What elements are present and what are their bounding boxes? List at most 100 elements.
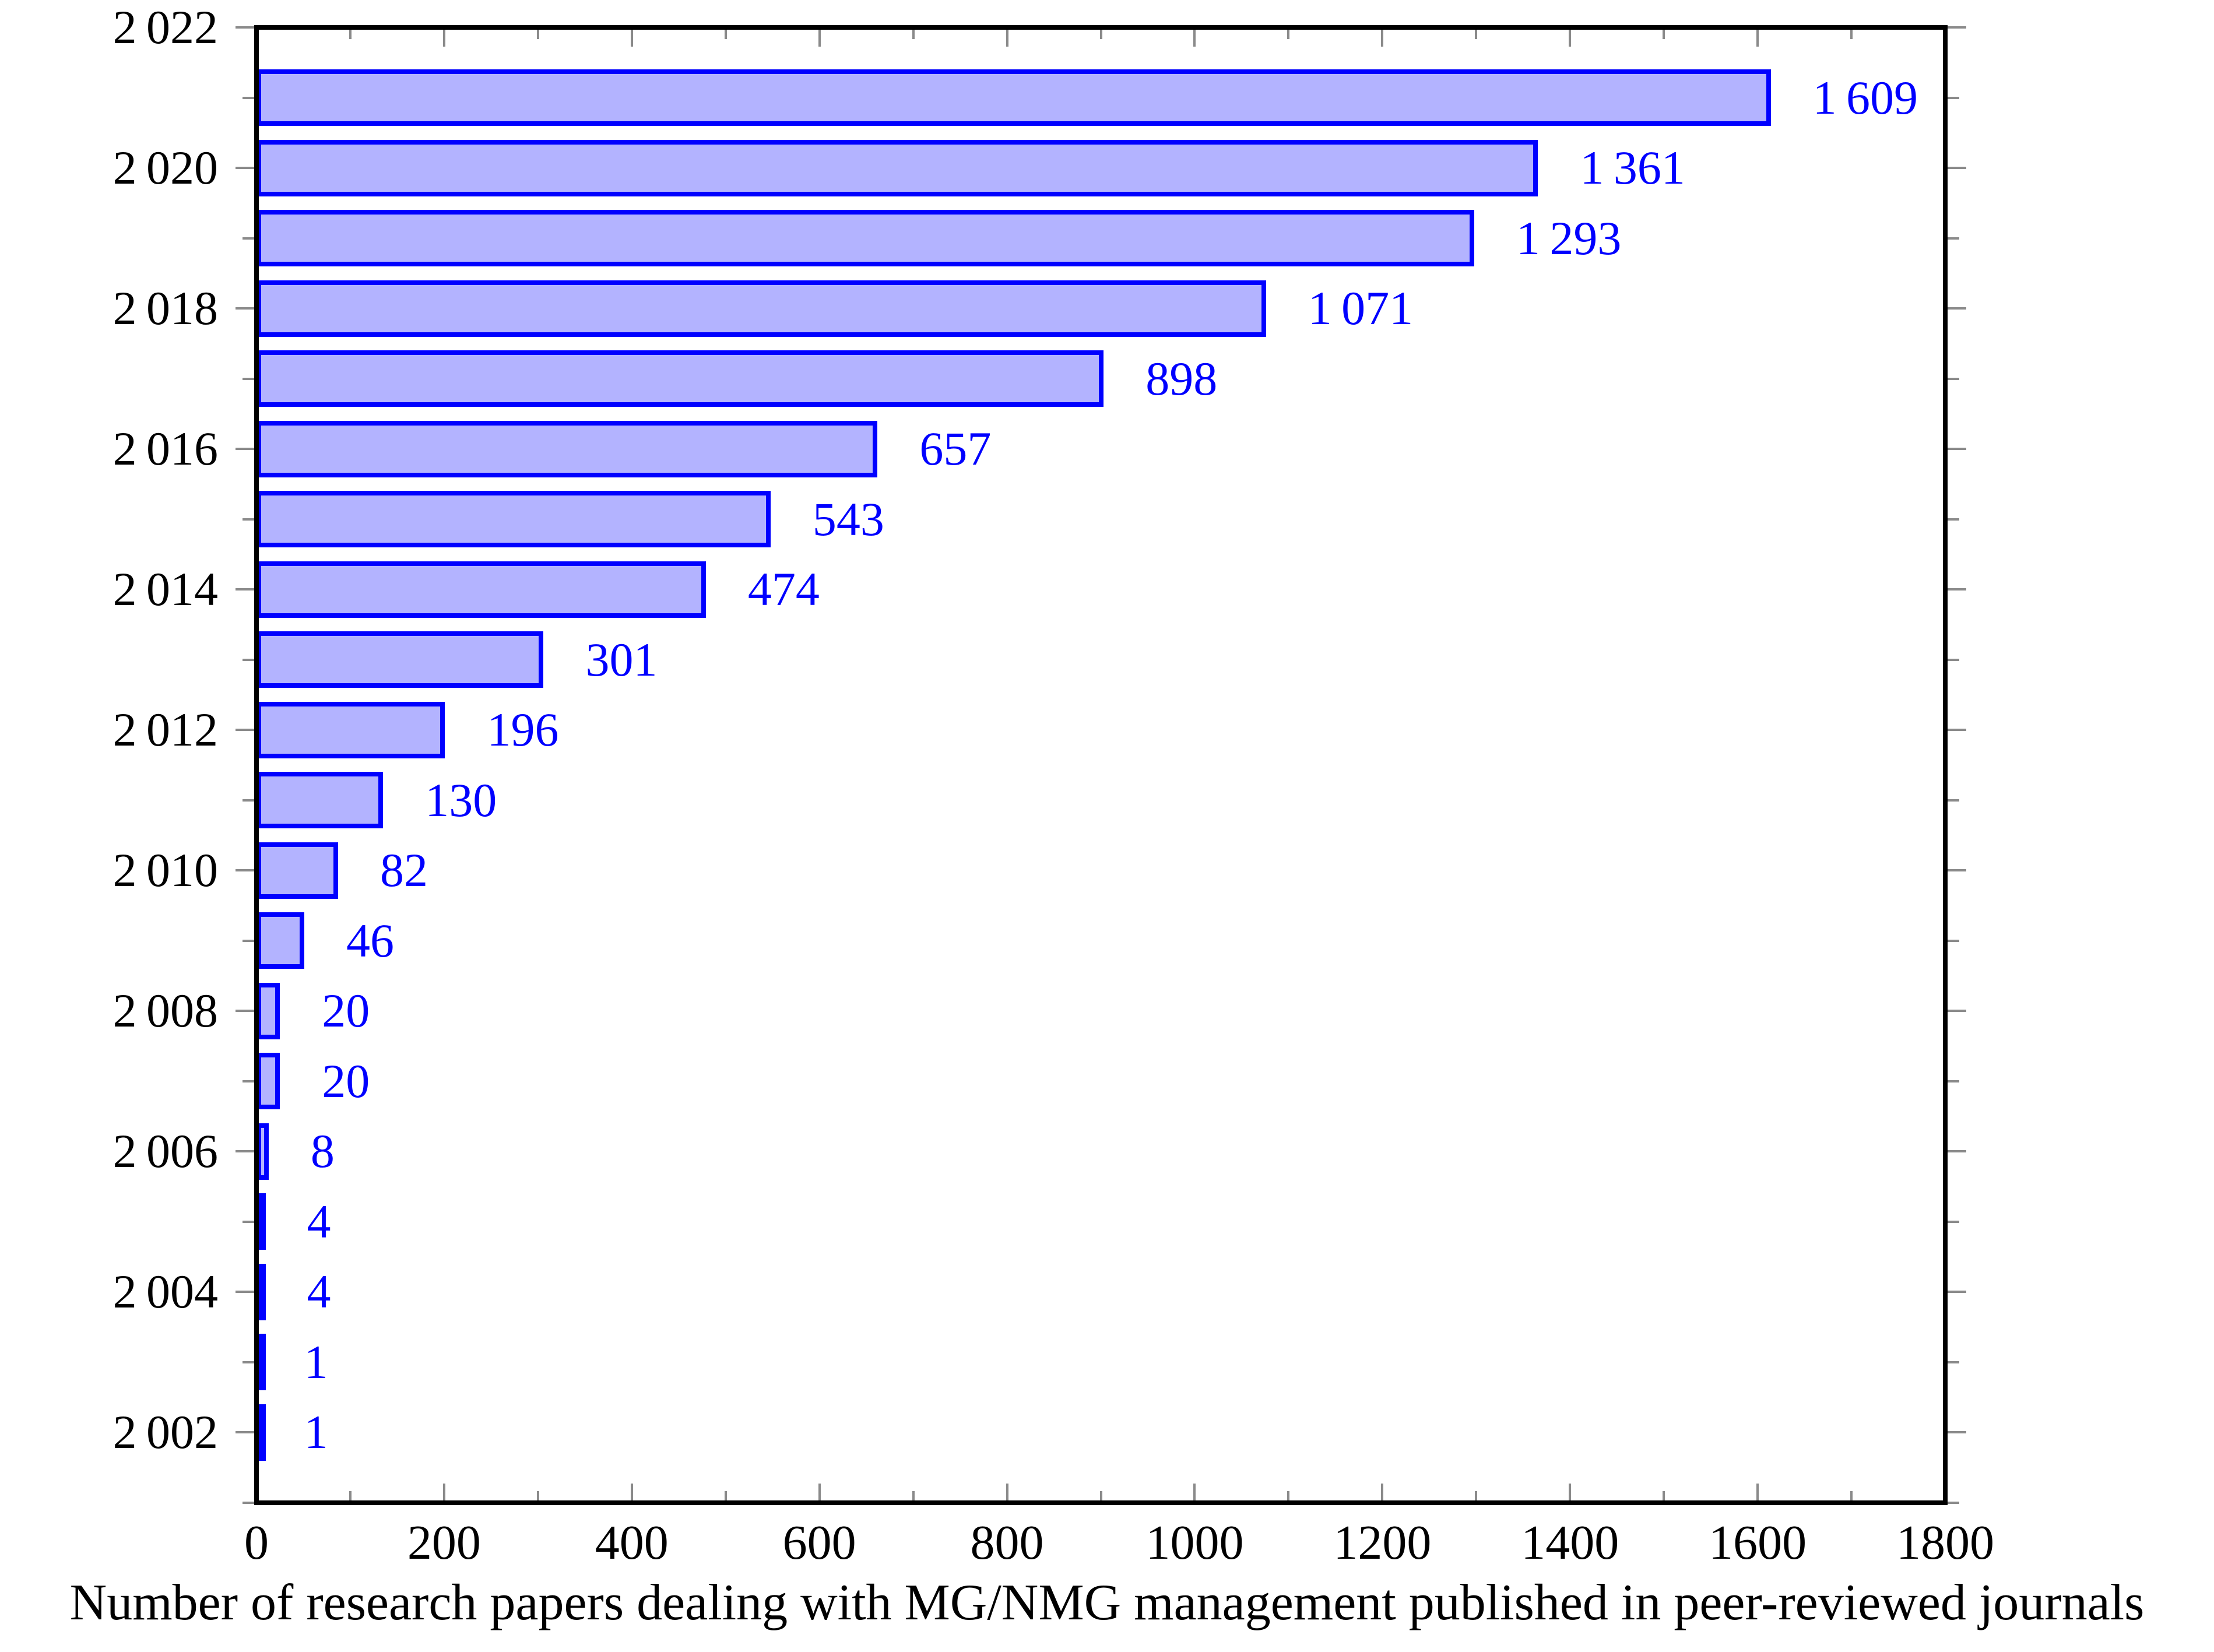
y-minor-tick-right-2015 [1945,518,1959,521]
x-minor-tick-bottom-100 [349,1491,352,1503]
bar-2003 [256,1334,266,1391]
y-minor-tick-left-2017 [243,377,256,380]
x-minor-tick-top-1300 [1475,27,1478,39]
bar-2008 [256,982,280,1039]
y-minor-tick-right-2005 [1945,1220,1959,1223]
bar-2009 [256,912,305,969]
x-major-tick-bottom-1600 [1756,1484,1759,1503]
bar-value-label-2018: 1 071 [1308,282,1414,335]
bar-value-label-2003: 1 [304,1335,328,1389]
y-major-tick-left-2002 [236,1431,256,1434]
y-minor-tick-left-2019 [243,237,256,240]
y-minor-tick-right-2009 [1945,939,1959,942]
x-minor-tick-top-700 [912,27,915,39]
y-minor-tick-left-2015 [243,518,256,521]
y-minor-tick-right-2011 [1945,799,1959,802]
x-major-tick-top-200 [442,27,445,47]
y-minor-tick-right-2013 [1945,658,1959,661]
y-major-tick-left-2020 [236,167,256,170]
bar-2004 [256,1263,266,1320]
bar-2002 [256,1404,266,1461]
y-major-tick-right-2020 [1945,167,1966,170]
y-minor-tick-left-2013 [243,658,256,661]
y-major-tick-left-2006 [236,1150,256,1153]
bar-value-label-2009: 46 [346,913,395,967]
y-minor-tick-right-2001 [1945,1502,1959,1504]
bar-value-label-2011: 130 [425,773,497,827]
y-major-tick-right-2006 [1945,1150,1966,1153]
x-major-tick-bottom-1200 [1381,1484,1384,1503]
bar-2013 [256,631,544,688]
x-major-tick-bottom-800 [1006,1484,1008,1503]
y-minor-tick-left-2009 [243,939,256,942]
bar-value-label-2014: 474 [747,563,820,616]
bar-2020 [256,139,1538,196]
x-minor-tick-bottom-300 [536,1491,539,1503]
x-minor-tick-top-1500 [1663,27,1665,39]
y-major-tick-right-2002 [1945,1431,1966,1434]
y-tick-label-2006: 2 006 [113,1124,218,1178]
x-major-tick-bottom-600 [818,1484,821,1503]
y-tick-label-2008: 2 008 [113,984,218,1038]
x-tick-label-800: 800 [970,1516,1044,1570]
x-tick-label-600: 600 [782,1516,856,1570]
y-major-tick-right-2018 [1945,307,1966,310]
y-major-tick-left-2008 [236,1010,256,1013]
y-minor-tick-right-2003 [1945,1361,1959,1363]
x-tick-label-1400: 1400 [1521,1516,1619,1570]
bar-value-label-2013: 301 [585,632,658,686]
y-tick-label-2020: 2 020 [113,141,218,195]
bar-2011 [256,772,384,829]
bar-2016 [256,420,878,477]
x-tick-label-1800: 1800 [1896,1516,1994,1570]
x-minor-tick-bottom-700 [912,1491,915,1503]
bar-value-label-2004: 4 [307,1265,331,1319]
chart-caption: Number of research papers dealing with M… [69,1574,2145,1631]
x-minor-tick-bottom-1100 [1287,1491,1290,1503]
x-minor-tick-bottom-500 [724,1491,727,1503]
y-minor-tick-right-2019 [1945,237,1959,240]
x-tick-label-1000: 1000 [1145,1516,1244,1570]
y-minor-tick-left-2003 [243,1361,256,1363]
y-major-tick-left-2004 [236,1291,256,1294]
bar-value-label-2010: 82 [379,843,428,897]
x-tick-label-0: 0 [244,1516,269,1570]
y-major-tick-right-2016 [1945,448,1966,451]
y-major-tick-right-2022 [1945,26,1966,29]
y-major-tick-left-2016 [236,448,256,451]
bar-value-label-2008: 20 [322,984,370,1038]
x-major-tick-bottom-1000 [1193,1484,1196,1503]
x-tick-label-1200: 1200 [1333,1516,1432,1570]
x-major-tick-top-600 [818,27,821,47]
y-tick-label-2014: 2 014 [113,563,218,616]
y-major-tick-left-2022 [236,26,256,29]
plot-frame [254,25,1948,1505]
y-major-tick-right-2012 [1945,729,1966,732]
bar-2015 [256,491,771,548]
bar-2007 [256,1053,280,1110]
y-tick-label-2016: 2 016 [113,422,218,476]
x-major-tick-top-1200 [1381,27,1384,47]
x-minor-tick-top-100 [349,27,352,39]
y-major-tick-left-2018 [236,307,256,310]
x-minor-tick-top-1700 [1850,27,1853,39]
x-tick-label-200: 200 [407,1516,481,1570]
bar-value-label-2016: 657 [919,422,992,476]
x-minor-tick-top-900 [1099,27,1102,39]
x-major-tick-bottom-400 [630,1484,633,1503]
y-minor-tick-left-2005 [243,1220,256,1223]
x-major-tick-top-800 [1006,27,1008,47]
x-minor-tick-bottom-900 [1099,1491,1102,1503]
y-minor-tick-right-2017 [1945,377,1959,380]
y-major-tick-right-2008 [1945,1010,1966,1013]
x-major-tick-bottom-1400 [1569,1484,1572,1503]
x-major-tick-bottom-200 [442,1484,445,1503]
bar-2021 [256,69,1771,126]
bar-value-label-2019: 1 293 [1516,211,1622,265]
y-major-tick-left-2010 [236,869,256,872]
y-minor-tick-left-2011 [243,799,256,802]
bar-value-label-2015: 543 [812,492,884,546]
bar-2019 [256,210,1474,267]
x-minor-tick-bottom-1700 [1850,1491,1853,1503]
